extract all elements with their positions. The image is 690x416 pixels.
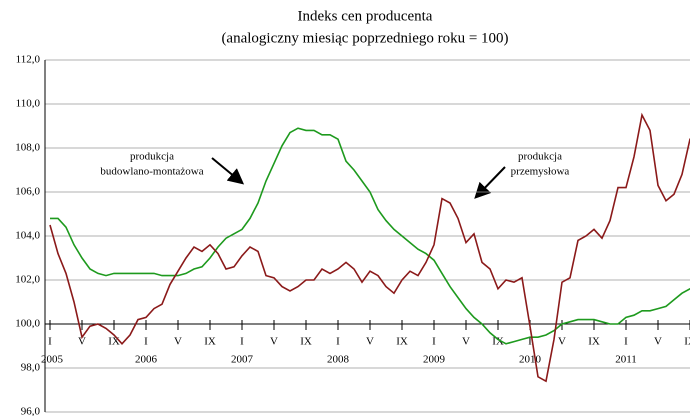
y-tick-label: 108,0 [15,142,40,154]
x-tick-label: I [48,336,52,348]
y-tick-label: 96,0 [21,406,41,416]
x-tick-label: IX [492,336,504,348]
x-tick-label: V [174,336,182,348]
chart-subtitle: (analogiczny miesiąc poprzedniego roku =… [221,30,508,46]
year-label: 2009 [423,354,446,366]
year-label: 2006 [135,354,158,366]
x-tick-label: I [144,336,148,348]
x-tick-label: I [432,336,436,348]
x-tick-label: V [654,336,662,348]
x-tick-label: V [78,336,86,348]
y-tick-label: 112,0 [16,54,41,66]
year-label: 2010 [519,354,542,366]
y-tick-label: 102,0 [15,274,40,286]
annotation: budowlano-montażowa [100,166,203,178]
x-tick-label: V [462,336,470,348]
x-tick-label: I [240,336,244,348]
annotation: produkcja [518,151,562,163]
y-tick-label: 100,0 [15,318,40,330]
x-tick-label: IX [204,336,216,348]
x-tick-label: V [366,336,374,348]
series-line [50,127,690,345]
annotation: produkcja [130,151,174,163]
arrow [211,157,245,185]
x-tick-label: I [528,336,532,348]
year-label: 2011 [615,354,637,366]
x-tick-label: IX [588,336,600,348]
x-tick-label: I [624,336,628,348]
y-tick-label: 104,0 [15,230,40,242]
x-tick-label: IX [396,336,408,348]
year-label: 2005 [41,354,64,366]
x-tick-label: IX [300,336,312,348]
year-label: 2008 [327,354,350,366]
y-tick-label: 110,0 [16,98,41,110]
x-tick-label: V [270,336,278,348]
y-tick-label: 98,0 [21,362,41,374]
year-label: 2007 [231,354,254,366]
x-tick-label: IX [684,336,690,348]
x-tick-label: I [336,336,340,348]
arrow [474,166,506,199]
x-tick-label: IX [108,336,120,348]
annotation: przemysłowa [511,166,570,178]
y-tick-label: 106,0 [15,186,40,198]
series-line [49,112,690,383]
x-tick-label: V [558,336,566,348]
chart-title: Indeks cen producenta [298,8,433,24]
